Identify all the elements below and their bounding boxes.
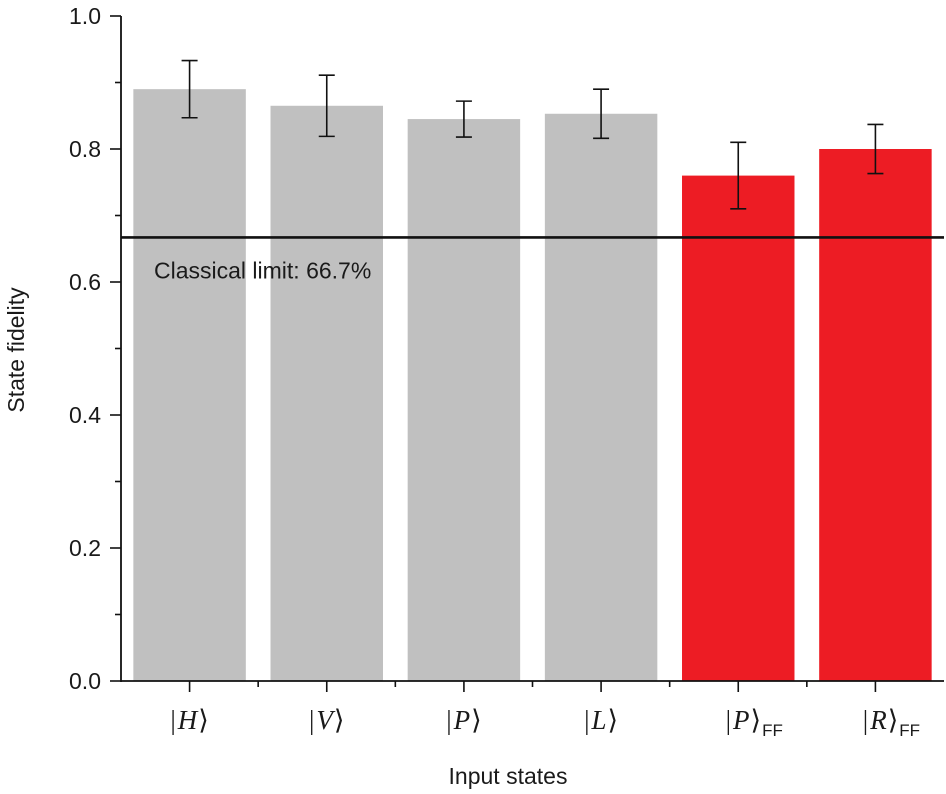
subscript: FF — [762, 721, 783, 740]
y-tick-label: 0.8 — [69, 136, 101, 162]
state-symbol: R — [869, 705, 887, 735]
ket-bracket: ⟩ — [888, 705, 899, 735]
reference-line-group: Classical limit: 66.7% — [121, 236, 944, 283]
state-symbol: P — [732, 705, 750, 735]
state-symbol: P — [453, 705, 471, 735]
x-category-label-4: |L⟩ — [584, 705, 618, 735]
y-tick-label: 0.6 — [69, 269, 101, 295]
y-axis-title: State fidelity — [3, 287, 29, 413]
x-category-label-3: |P⟩ — [446, 705, 481, 735]
error-bars-group — [181, 59, 884, 210]
bar-2 — [270, 105, 383, 681]
error-bar-4 — [593, 88, 610, 140]
bar-6 — [819, 149, 932, 681]
x-category-label-1: |H⟩ — [170, 705, 208, 735]
error-bar-2 — [318, 74, 335, 138]
ket-bar: | — [309, 705, 314, 735]
state-symbol: L — [590, 705, 606, 735]
ket-bracket: ⟩ — [198, 705, 209, 735]
ket-bracket: ⟩ — [471, 705, 482, 735]
state-symbol: V — [316, 705, 336, 735]
y-tick-label: 1.0 — [69, 3, 101, 29]
bar-1 — [133, 89, 246, 681]
y-ticks-group: 0.0 0.2 0.4 0.6 0.8 1.0 — [69, 3, 121, 694]
x-category-label-2: |V⟩ — [309, 705, 344, 735]
ket-bar: | — [446, 705, 451, 735]
ket-bar: | — [584, 705, 589, 735]
subscript: FF — [899, 721, 920, 740]
error-bar-3 — [455, 100, 472, 138]
x-axis-title: Input states — [449, 763, 568, 789]
error-bar-6 — [867, 123, 884, 175]
bar-4 — [544, 113, 658, 681]
y-tick-label: 0.2 — [69, 535, 101, 561]
error-bar-5 — [730, 141, 747, 210]
y-tick-label: 0.4 — [69, 402, 101, 428]
ket-bar: | — [726, 705, 731, 735]
x-category-label-5: |P⟩FF — [726, 705, 783, 740]
state-symbol: H — [177, 705, 199, 735]
ket-bracket: ⟩ — [608, 705, 619, 735]
ket-bar: | — [170, 705, 175, 735]
error-bar-1 — [181, 59, 198, 119]
bar-5 — [682, 175, 795, 681]
bars-group — [133, 89, 932, 681]
bar-3 — [407, 119, 521, 681]
ket-bracket: ⟩ — [334, 705, 345, 735]
x-category-labels: |H⟩ |V⟩ |P⟩ |L⟩ |P⟩FF |R⟩FF — [170, 681, 920, 740]
y-tick-label: 0.0 — [69, 668, 101, 694]
classical-limit-label: Classical limit: 66.7% — [154, 257, 371, 283]
x-category-label-6: |R⟩FF — [863, 705, 920, 740]
ket-bar: | — [863, 705, 868, 735]
ket-bracket: ⟩ — [751, 705, 762, 735]
